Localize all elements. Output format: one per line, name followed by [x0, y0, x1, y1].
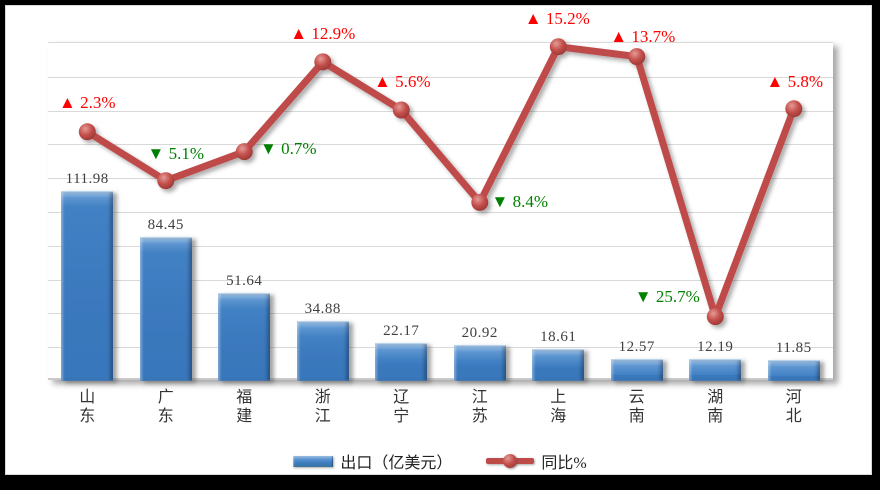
category-label: 广 东 [157, 389, 174, 425]
legend-label-export: 出口（亿美元） [340, 455, 453, 472]
pct-label: ▲ 2.3% [59, 92, 116, 112]
gridline [48, 110, 833, 112]
category-label: 江 苏 [471, 389, 488, 425]
bar [689, 359, 742, 381]
bar [532, 348, 585, 381]
pct-label: ▲ 12.9% [290, 23, 356, 43]
pct-label: ▼ 8.4% [491, 192, 549, 212]
bar [453, 344, 506, 381]
pct-label: ▲ 15.2% [524, 8, 590, 28]
category-label: 山 东 [79, 389, 96, 425]
bar-value-label: 84.45 [147, 217, 184, 234]
gridline [48, 347, 833, 349]
pct-label: ▼ 25.7% [634, 286, 700, 306]
bar-value-label: 12.19 [697, 339, 734, 356]
bar-value-label: 20.92 [461, 324, 498, 341]
bar-value-label: 51.64 [226, 272, 263, 289]
category-label: 云 南 [628, 389, 645, 425]
category-label: 上 海 [550, 389, 567, 425]
pct-label: ▲ 13.7% [610, 26, 676, 46]
bar-series-swatch-icon [293, 455, 334, 467]
gridline [48, 178, 833, 180]
category-label: 湖 南 [707, 389, 724, 425]
line-series-swatch-icon [486, 453, 535, 469]
bar-value-label: 22.17 [383, 322, 420, 339]
legend-label-yoy: 同比% [541, 455, 587, 472]
bar [61, 190, 114, 381]
bar-value-label: 34.88 [304, 301, 341, 318]
legend-item-export: 出口（亿美元） [293, 449, 452, 473]
bar [139, 237, 192, 381]
category-label: 辽 宁 [393, 389, 410, 425]
bar [767, 359, 820, 381]
bar-value-label: 11.85 [775, 339, 812, 356]
pct-label: ▼ 0.7% [260, 138, 317, 158]
pct-label: ▼ 5.1% [147, 143, 205, 163]
bar-value-label: 18.61 [540, 328, 577, 345]
legend-item-yoy: 同比% [486, 449, 587, 473]
bar [375, 342, 428, 381]
bar-value-label: 12.57 [618, 338, 655, 355]
bar [610, 358, 663, 381]
gridline [48, 212, 833, 213]
bar-value-label: 111.98 [65, 170, 109, 187]
pct-label: ▲ 5.6% [374, 72, 431, 92]
category-label: 河 北 [785, 389, 802, 425]
pct-label: ▲ 5.8% [766, 71, 824, 91]
legend: 出口（亿美元） 同比% [0, 447, 880, 475]
category-label: 浙 江 [314, 389, 331, 425]
bar [296, 321, 349, 381]
category-label: 福 建 [236, 389, 253, 425]
bar [218, 292, 271, 381]
